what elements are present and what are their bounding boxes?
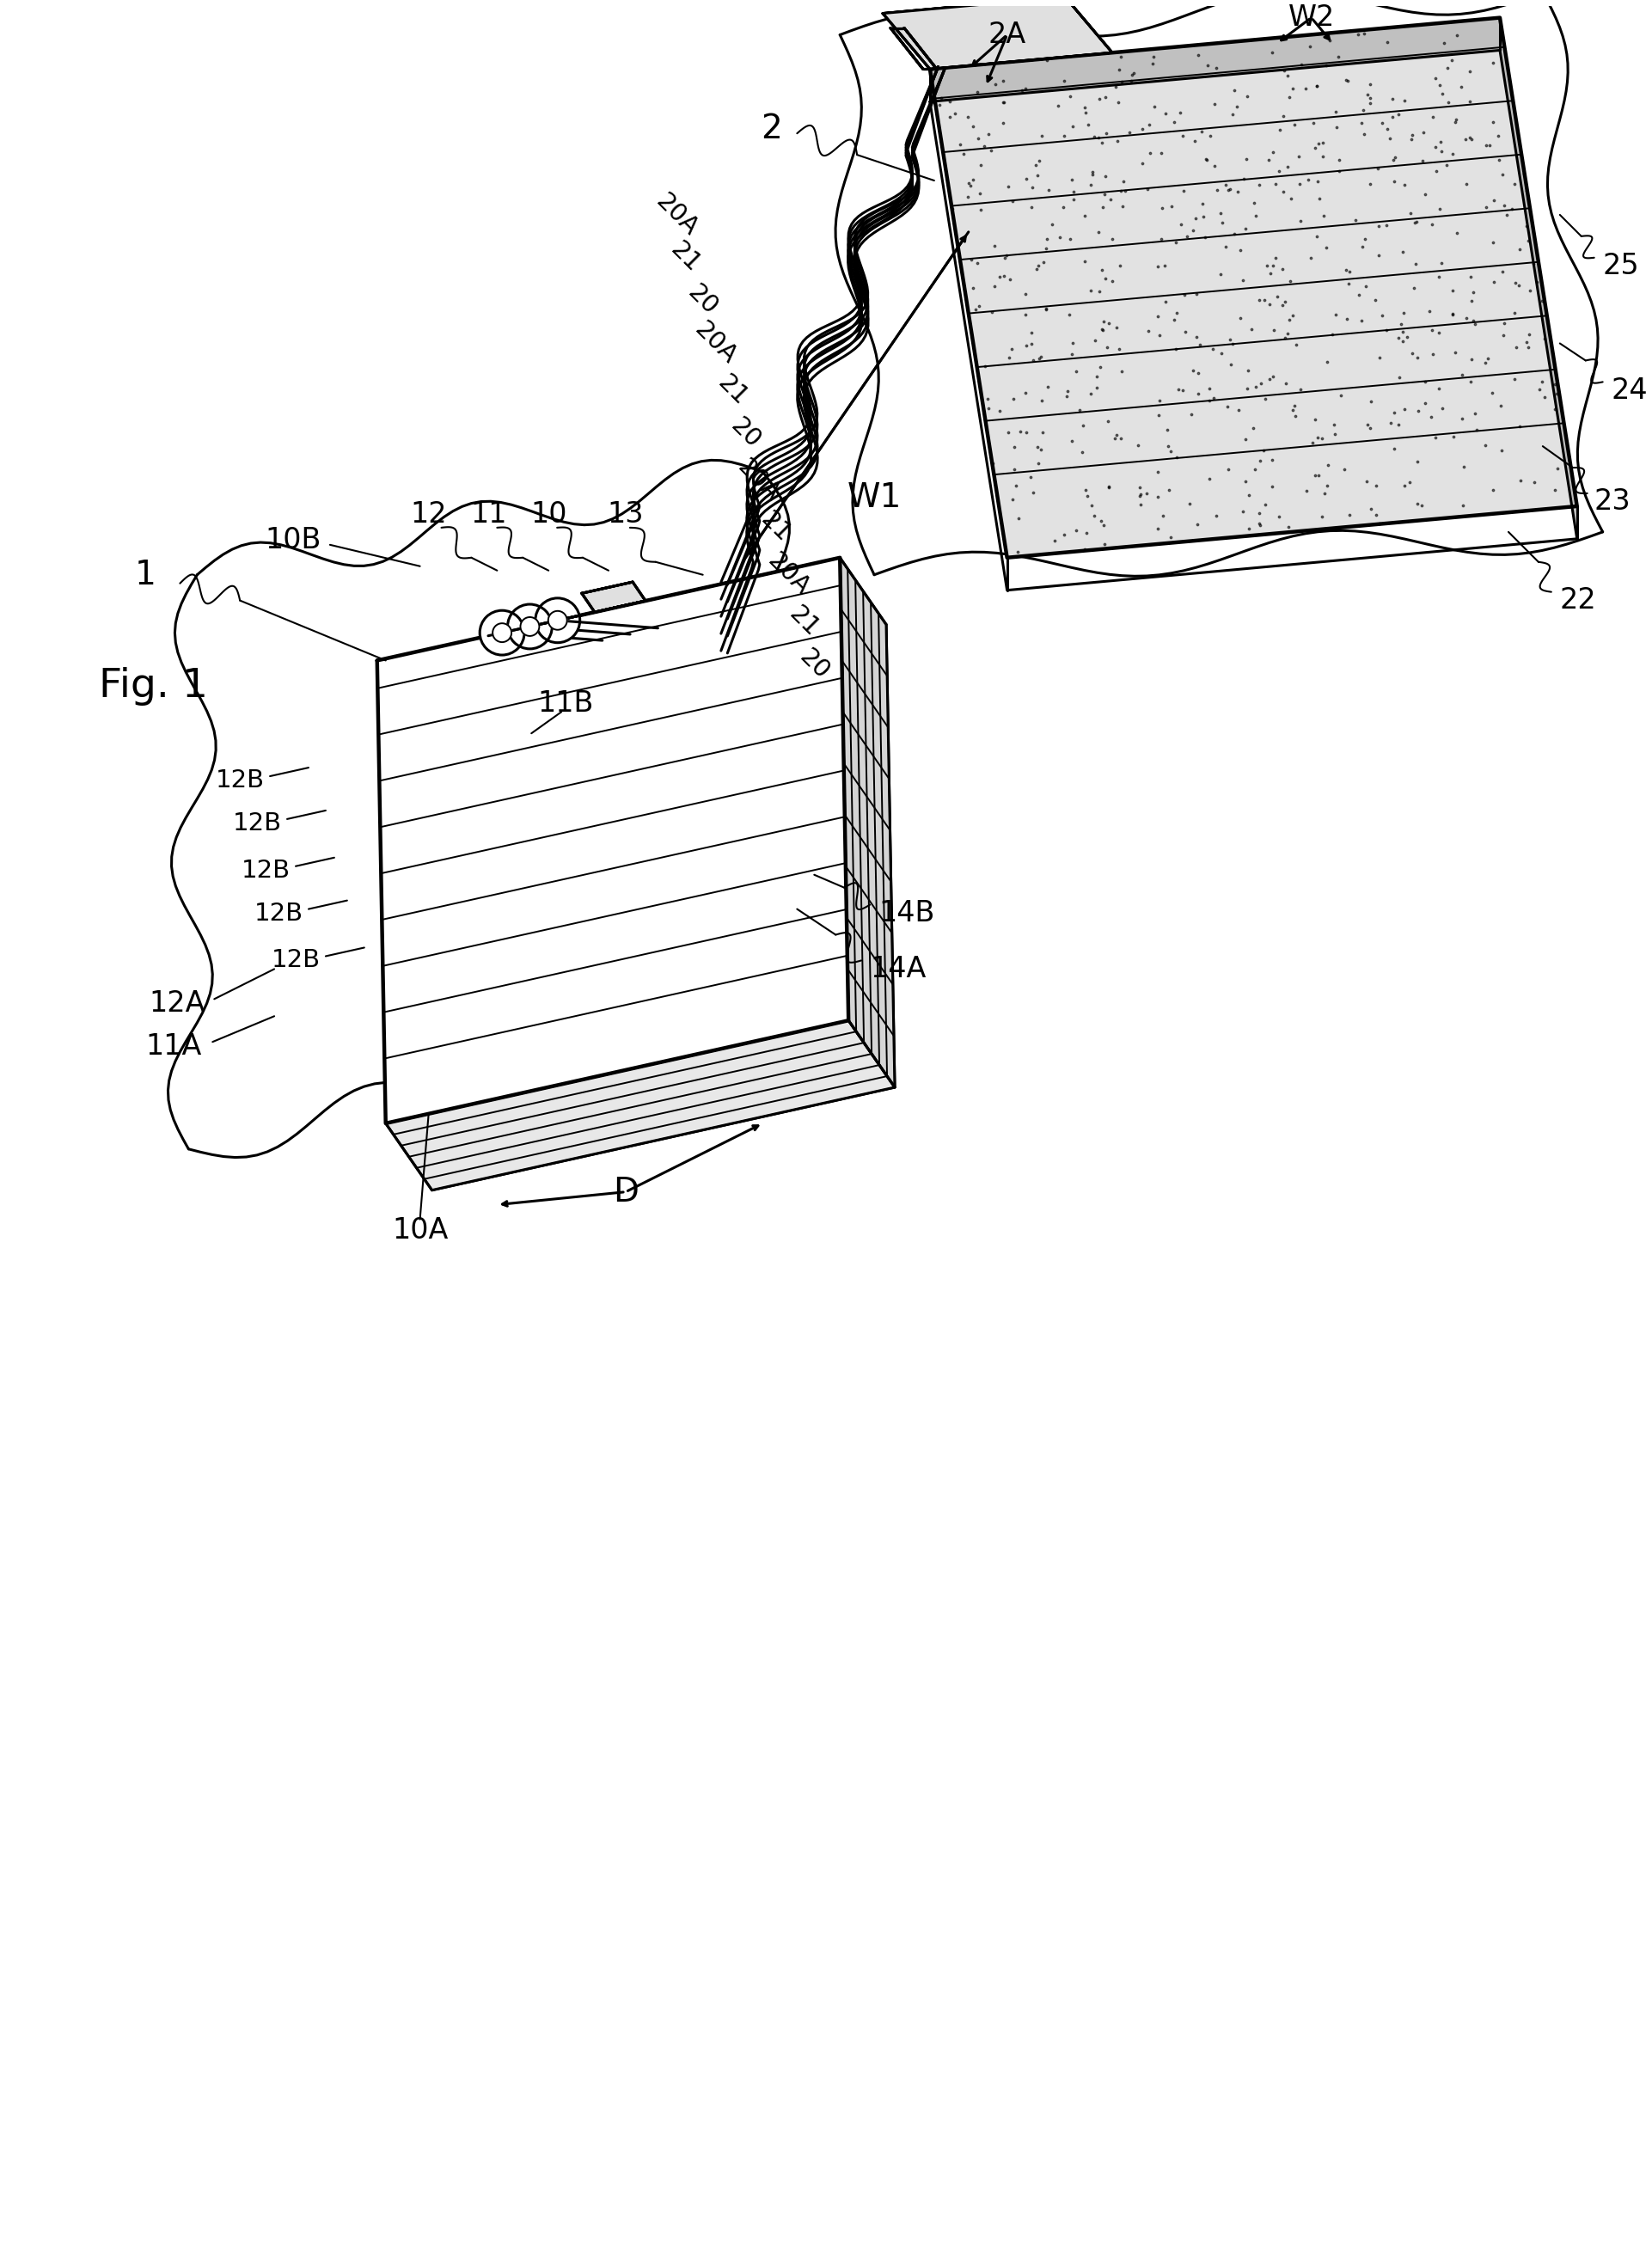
Circle shape [548,611,567,629]
Text: W1: W1 [847,482,902,514]
Text: 20: 20 [725,414,765,453]
Text: 14B: 14B [879,899,935,928]
Text: 10: 10 [530,500,567,530]
Text: 20: 20 [682,281,722,319]
Text: 21: 21 [666,238,705,278]
Polygon shape [1500,18,1578,539]
Polygon shape [423,625,895,1191]
Circle shape [520,618,539,636]
Text: 11: 11 [471,500,507,530]
Text: 21: 21 [714,371,753,410]
Polygon shape [930,18,1500,102]
Polygon shape [188,471,814,1150]
Polygon shape [839,0,1602,575]
Polygon shape [608,600,646,609]
Polygon shape [377,557,849,1123]
Text: 12: 12 [410,500,446,530]
Polygon shape [930,18,1578,557]
Text: 11B: 11B [537,688,593,718]
Polygon shape [882,0,1066,14]
Text: D: D [613,1175,639,1209]
Polygon shape [882,0,1066,14]
Polygon shape [882,0,1066,14]
Circle shape [507,604,552,650]
Text: 12B: 12B [254,901,302,926]
Polygon shape [1066,0,1112,52]
Polygon shape [882,0,1066,14]
Polygon shape [385,1021,895,1191]
Polygon shape [882,0,1066,14]
Text: 14A: 14A [871,955,927,983]
Text: 21: 21 [785,602,824,641]
Text: 20: 20 [795,645,834,684]
Text: 10B: 10B [266,525,322,555]
Text: 24: 24 [1611,376,1649,405]
Text: 11A: 11A [145,1032,202,1060]
Text: 1: 1 [135,559,157,591]
Text: 22: 22 [1559,586,1596,616]
Text: 12A: 12A [149,989,206,1017]
Text: 12B: 12B [233,811,282,835]
Polygon shape [582,582,646,611]
Text: 21: 21 [757,507,796,548]
Polygon shape [882,0,1066,14]
Text: 20A: 20A [733,455,785,507]
Polygon shape [595,600,646,611]
Polygon shape [882,0,1066,14]
Circle shape [535,598,580,643]
Circle shape [492,623,512,643]
Text: 13: 13 [608,500,644,530]
Text: 12B: 12B [241,858,291,883]
Text: 20A: 20A [651,190,702,240]
Text: 2A: 2A [988,20,1026,50]
Text: 12B: 12B [215,767,264,792]
Text: W2: W2 [1289,5,1335,32]
Polygon shape [882,0,1066,14]
Polygon shape [882,0,1066,14]
Polygon shape [882,0,1066,14]
Text: 12B: 12B [271,949,320,974]
Polygon shape [839,557,895,1087]
Text: 2: 2 [760,113,781,145]
Polygon shape [882,0,1112,70]
Text: Fig. 1: Fig. 1 [99,668,208,706]
Polygon shape [646,566,803,600]
Circle shape [479,611,524,654]
Text: 20A: 20A [691,317,742,369]
Polygon shape [882,0,1066,14]
Text: 23: 23 [1594,487,1631,516]
Text: 20A: 20A [763,550,814,600]
Text: 25: 25 [1602,251,1639,281]
Text: 10A: 10A [392,1216,448,1245]
